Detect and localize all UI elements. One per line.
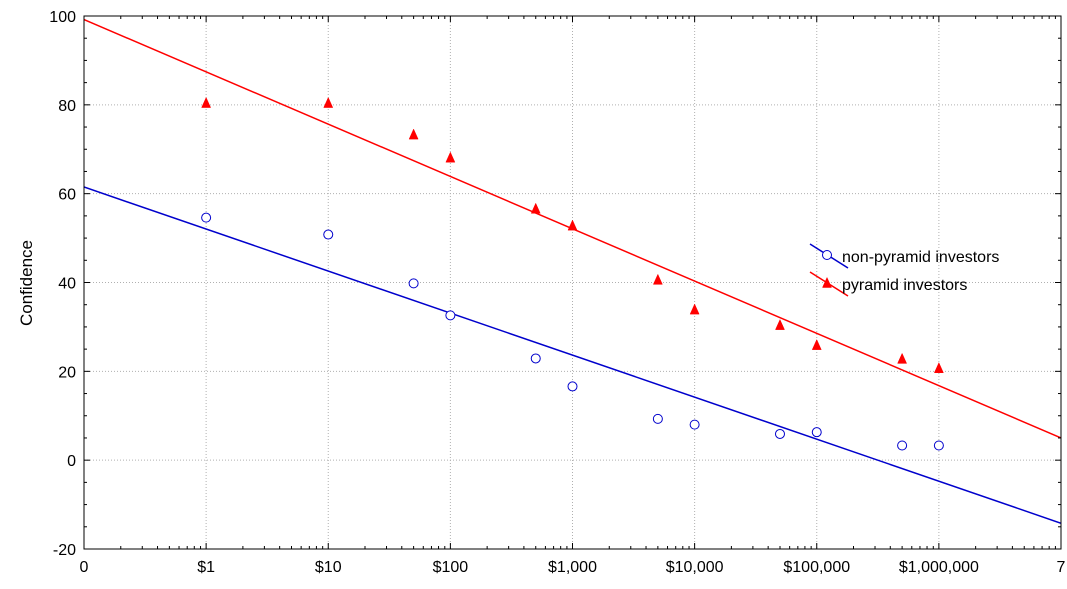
data-point-series-1: [689, 303, 700, 315]
x-tick-label: 0: [80, 559, 89, 576]
data-point-series-0: [774, 428, 785, 439]
data-point-series-0: [408, 278, 419, 289]
y-tick-label: 80: [58, 98, 76, 115]
legend: non-pyramid investors pyramid investors: [809, 243, 999, 297]
data-point-series-1: [408, 128, 419, 140]
legend-marker-series-1: [822, 276, 832, 288]
x-tick-label: $100: [433, 559, 469, 576]
data-point-series-0: [201, 212, 212, 223]
data-point-series-0: [445, 310, 456, 321]
x-tick-label: $1: [197, 559, 215, 576]
data-point-series-1: [530, 202, 541, 214]
x-tick-label: 7: [1057, 559, 1066, 576]
x-tick-label: $1,000: [548, 559, 597, 576]
data-point-series-0: [652, 413, 663, 424]
y-tick-label: 40: [58, 276, 76, 293]
data-point-series-1: [811, 339, 822, 350]
axes: 0 $1 $10 $100 $1,000 $10,000 $100,000 $1,000,00…: [49, 9, 1065, 576]
x-tick-label: $1,000,000: [899, 559, 979, 576]
y-tick-label: -20: [53, 542, 76, 559]
data-point-series-1: [652, 273, 663, 285]
data-point-series-0: [689, 419, 700, 430]
grid: [84, 16, 1061, 549]
fit-line-series-0: [84, 186, 1061, 524]
data-points: [201, 96, 944, 451]
data-point-series-0: [323, 229, 334, 240]
x-tick-label: $100,000: [783, 559, 850, 576]
y-tick-label: 0: [67, 453, 76, 470]
data-point-series-1: [897, 352, 907, 364]
data-point-series-1: [775, 319, 785, 330]
legend-marker-series-0: [822, 250, 832, 260]
data-point-series-0: [933, 440, 944, 451]
y-tick-label: 20: [58, 364, 76, 381]
data-point-series-1: [323, 96, 334, 108]
data-point-series-0: [897, 440, 908, 451]
data-point-series-1: [567, 219, 578, 231]
x-tick-label: $10: [315, 559, 342, 576]
data-point-series-1: [201, 96, 212, 108]
y-tick-label: 60: [58, 187, 76, 204]
data-point-series-0: [811, 427, 822, 438]
data-point-series-1: [445, 151, 456, 163]
y-tick-label: 100: [49, 9, 76, 26]
legend-label-series-1: pyramid investors: [842, 277, 967, 294]
y-axis-label: Confidence: [17, 240, 36, 326]
data-point-series-1: [933, 362, 944, 373]
x-tick-label: $10,000: [666, 559, 724, 576]
data-point-series-0: [530, 353, 541, 364]
data-point-series-0: [567, 381, 578, 392]
legend-label-series-0: non-pyramid investors: [842, 249, 999, 266]
